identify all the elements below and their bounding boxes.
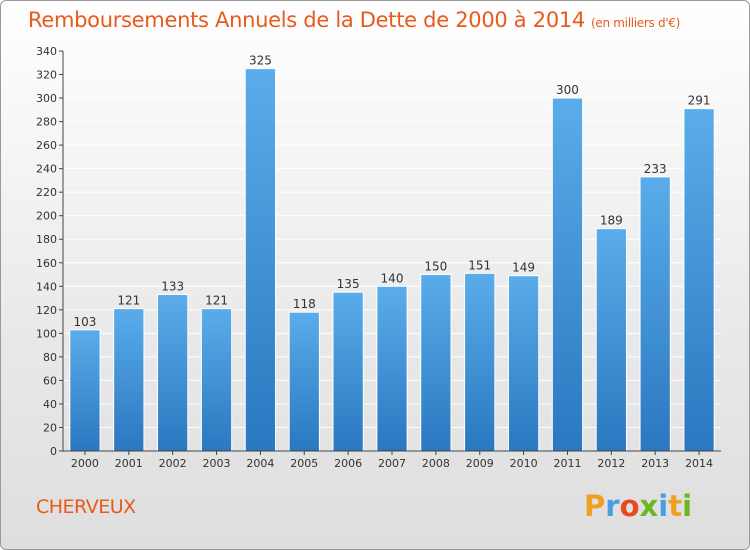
bar-2001 <box>113 308 145 452</box>
x-tick-label: 2000 <box>71 457 99 470</box>
x-tick-label: 2007 <box>378 457 406 470</box>
data-label: 133 <box>161 280 184 294</box>
y-tick-label: 120 <box>36 304 57 317</box>
y-tick-label: 200 <box>36 210 57 223</box>
y-tick-label: 220 <box>36 186 57 199</box>
x-tick-label: 2008 <box>422 457 450 470</box>
x-tick-label: 2014 <box>685 457 713 470</box>
bar-2007 <box>376 285 408 452</box>
y-tick-label: 160 <box>36 257 57 270</box>
label-layer: 103 121 133 121 325 118 135 140 150 151 149 300 189 2… <box>73 54 710 329</box>
commune-name: CHERVEUX <box>36 496 136 518</box>
y-tick-label: 280 <box>36 116 57 129</box>
x-tick-label: 2005 <box>290 457 318 470</box>
logo-letter: r <box>605 489 620 523</box>
y-tick-label: 0 <box>50 445 57 458</box>
bar-2005 <box>288 311 320 452</box>
chart-title-text: Remboursements Annuels de la Dette de 20… <box>28 8 585 32</box>
bar-2004 <box>244 68 277 452</box>
bar-2013 <box>639 176 671 452</box>
data-label: 140 <box>381 271 404 285</box>
y-tick-label: 60 <box>43 374 57 387</box>
x-tick-label: 2011 <box>553 457 581 470</box>
data-label: 291 <box>688 94 711 108</box>
x-tick-label: 2013 <box>641 457 669 470</box>
chart-title: Remboursements Annuels de la Dette de 20… <box>28 8 680 32</box>
x-tick-label: 2009 <box>466 457 494 470</box>
y-tick-label: 320 <box>36 69 57 82</box>
bar-2009 <box>464 272 496 452</box>
data-label: 189 <box>600 214 623 228</box>
bar-2003 <box>200 308 233 452</box>
x-tick-label: 2012 <box>597 457 625 470</box>
y-tick-label: 80 <box>43 351 57 364</box>
y-tick-label: 100 <box>36 327 57 340</box>
data-label: 325 <box>249 54 272 68</box>
axis-layer: 0 20 40 60 80 100 120 140 160 180 200 220 240 260 280 3… <box>36 45 721 470</box>
bar-2006 <box>332 291 364 452</box>
logo-letter: t <box>668 489 683 523</box>
y-tick-label: 300 <box>36 92 57 105</box>
data-label: 149 <box>512 261 535 275</box>
chart-unit: (en milliers d'€) <box>591 16 681 30</box>
logo-letter: P <box>584 489 606 523</box>
x-tick-label: 2010 <box>510 457 538 470</box>
logo-letter: i <box>682 489 693 523</box>
bar-layer <box>69 68 715 452</box>
bar-2002 <box>157 294 189 452</box>
data-label: 121 <box>117 294 140 308</box>
logo-letter: i <box>658 489 669 523</box>
data-label: 150 <box>424 260 447 274</box>
logo-letter: o <box>619 489 640 523</box>
x-tick-label: 2004 <box>246 457 274 470</box>
x-tick-label: 2002 <box>159 457 187 470</box>
bar-2010 <box>507 275 540 452</box>
x-tick-label: 2006 <box>334 457 362 470</box>
data-label: 233 <box>644 162 667 176</box>
y-tick-label: 20 <box>43 421 57 434</box>
x-tick-label: 2003 <box>203 457 231 470</box>
bar-2011 <box>551 97 584 452</box>
y-tick-label: 240 <box>36 163 57 176</box>
logo-letter: x <box>639 489 659 523</box>
y-tick-label: 260 <box>36 139 57 152</box>
y-tick-label: 340 <box>36 45 57 58</box>
x-tick-label: 2001 <box>115 457 143 470</box>
bar-2012 <box>595 228 627 452</box>
data-label: 121 <box>205 294 228 308</box>
data-label: 103 <box>73 315 96 329</box>
data-label: 300 <box>556 83 579 97</box>
data-label: 135 <box>337 277 360 291</box>
data-label: 118 <box>293 297 316 311</box>
y-tick-label: 180 <box>36 233 57 246</box>
data-label: 151 <box>468 258 491 272</box>
bar-2014 <box>683 108 715 452</box>
proxiti-logo: Proxiti <box>584 489 692 523</box>
y-tick-label: 140 <box>36 280 57 293</box>
bar-2008 <box>420 274 452 452</box>
bar-2000 <box>69 329 101 452</box>
y-tick-label: 40 <box>43 398 57 411</box>
